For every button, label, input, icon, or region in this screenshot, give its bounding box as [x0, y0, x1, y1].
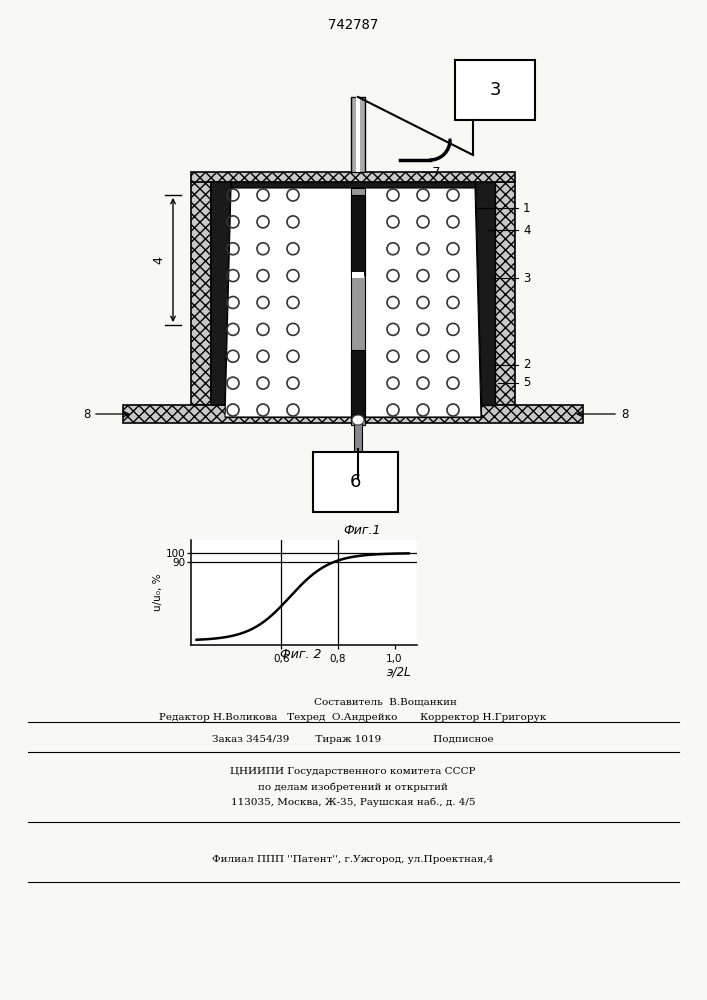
Text: 8: 8	[621, 408, 629, 420]
Bar	[351, 350, 365, 420]
Polygon shape	[211, 182, 231, 405]
Polygon shape	[475, 182, 495, 405]
Text: 1: 1	[523, 202, 530, 215]
Text: Редактор Н.Воликова   Техред  О.Андрейко       Корректор Н.Григорук: Редактор Н.Воликова Техред О.Андрейко Ко…	[159, 714, 547, 722]
Polygon shape	[191, 172, 515, 182]
Polygon shape	[225, 405, 481, 417]
Text: 6: 6	[350, 473, 361, 491]
Y-axis label: u/u₀, %: u/u₀, %	[153, 574, 163, 611]
Bar	[351, 188, 365, 425]
Bar	[455, 60, 535, 120]
Polygon shape	[123, 405, 583, 423]
Polygon shape	[231, 182, 475, 188]
Polygon shape	[191, 182, 211, 405]
Bar	[351, 97, 365, 172]
Bar	[354, 423, 362, 478]
Text: Фиг. 2: Фиг. 2	[280, 648, 322, 662]
Text: Филиал ППП ''Патент'', г.Ужгород, ул.Проектная,4: Филиал ППП ''Патент'', г.Ужгород, ул.Про…	[212, 856, 493, 864]
Text: 113035, Москва, Ж-35, Раушская наб., д. 4/5: 113035, Москва, Ж-35, Раушская наб., д. …	[230, 797, 475, 807]
Text: 4: 4	[153, 256, 165, 264]
Bar	[313, 452, 398, 512]
Text: 3: 3	[489, 81, 501, 99]
Text: Составитель  В.Вощанкин: Составитель В.Вощанкин	[249, 698, 457, 706]
Text: 2: 2	[523, 359, 530, 371]
X-axis label: э/2L: э/2L	[387, 665, 411, 678]
Text: Заказ 3454/39        Тираж 1019                Подписное: Заказ 3454/39 Тираж 1019 Подписное	[212, 736, 493, 744]
Text: —7: —7	[420, 165, 440, 178]
Text: 8: 8	[83, 408, 91, 420]
Text: Фиг.1: Фиг.1	[343, 524, 380, 536]
Text: 4: 4	[523, 224, 530, 236]
Bar	[352, 489, 364, 501]
Text: 5: 5	[523, 376, 530, 389]
Ellipse shape	[352, 415, 364, 425]
Bar	[352, 272, 364, 278]
Polygon shape	[225, 188, 481, 417]
Polygon shape	[495, 182, 515, 405]
Bar	[356, 97, 360, 172]
Text: ЦНИИПИ Государственного комитета СССР: ЦНИИПИ Государственного комитета СССР	[230, 768, 476, 776]
Bar	[351, 195, 365, 275]
Text: 3: 3	[523, 271, 530, 284]
Text: по делам изобретений и открытий: по делам изобретений и открытий	[258, 782, 448, 792]
Text: 742787: 742787	[328, 18, 378, 32]
